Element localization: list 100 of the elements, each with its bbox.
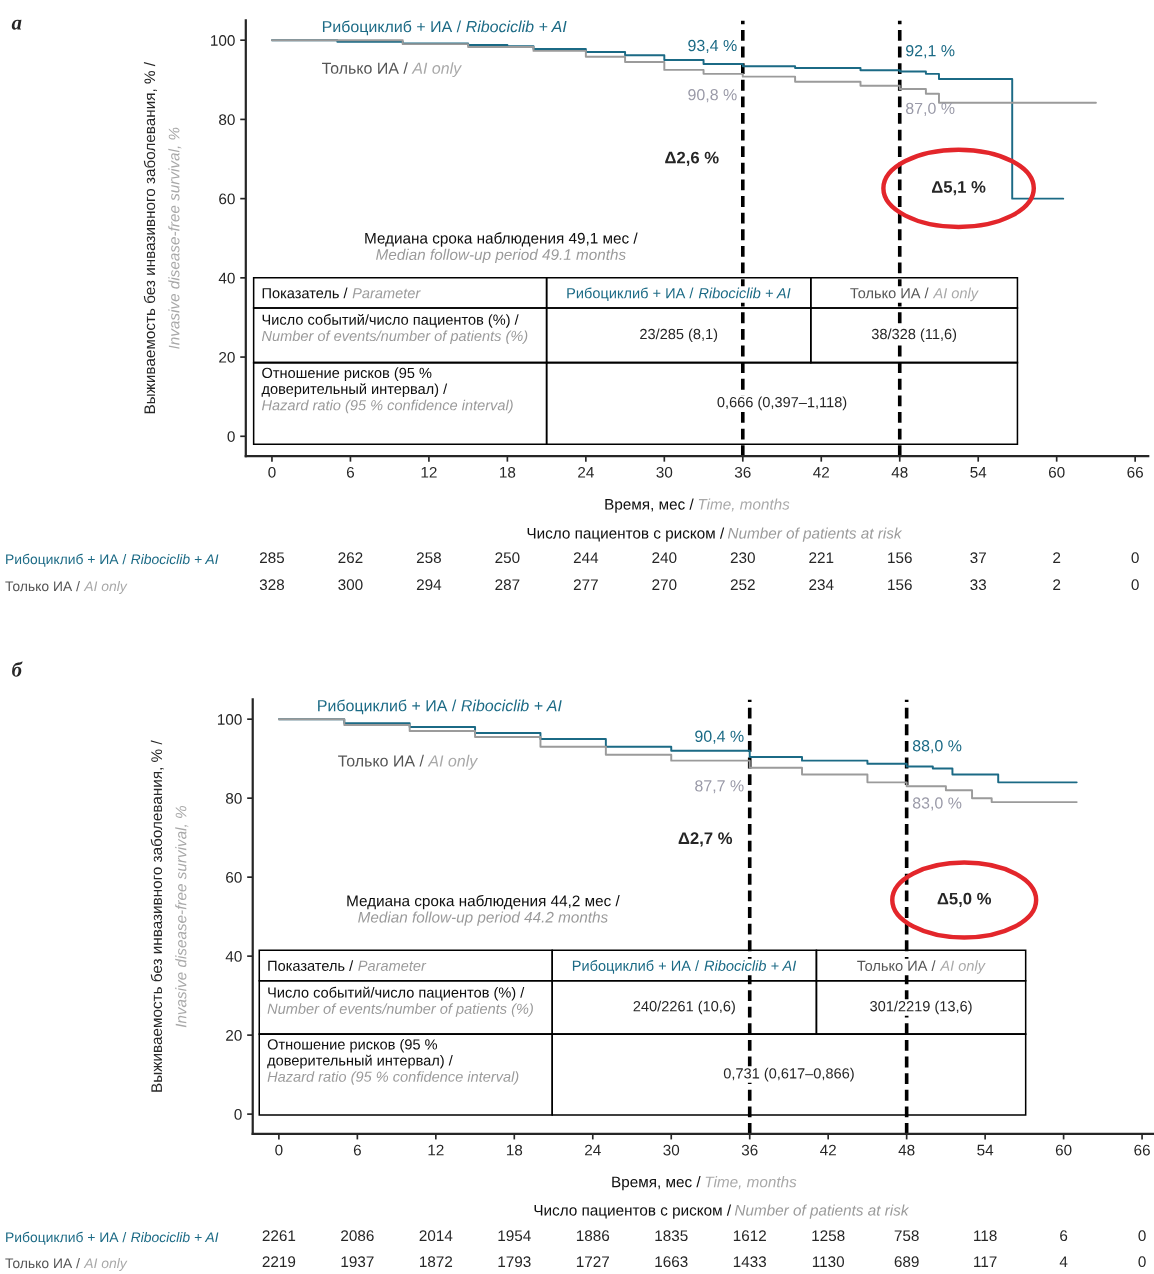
text: 33 xyxy=(970,579,987,591)
y-tick-label: 60 xyxy=(219,193,235,205)
text: а xyxy=(11,19,22,30)
text: Только ИА / AI only xyxy=(5,1257,128,1271)
annotation: Число событий/число пациентов (%) / Number of events/number of patients (%) xyxy=(261,313,528,344)
annotation: 23/285 (8,1) xyxy=(640,328,718,343)
annotation: 93,4 % xyxy=(688,39,737,54)
annotation: Рибоциклиб + ИА / Ribociclib + AI xyxy=(567,287,791,302)
text: 300 xyxy=(338,579,363,591)
text: 2 xyxy=(1053,579,1061,590)
text: 1663 xyxy=(655,1256,688,1268)
x-tick-label: 0 xyxy=(275,1144,283,1156)
text: 2219 xyxy=(262,1256,296,1268)
text: 1954 xyxy=(498,1230,531,1242)
y-tick-label: 80 xyxy=(219,114,235,126)
text: 262 xyxy=(338,552,363,564)
text: 1793 xyxy=(498,1256,531,1268)
x-tick-label: 36 xyxy=(741,1144,758,1156)
x-tick-label: 30 xyxy=(656,466,673,478)
text: 4 xyxy=(1059,1256,1068,1267)
series-label: Только ИА / AI only xyxy=(338,754,479,770)
x-tick-label: 30 xyxy=(663,1144,680,1156)
annotation: Δ2,6 % xyxy=(665,151,719,166)
x-tick-label: 36 xyxy=(734,466,751,478)
text: Число пациентов с риском / Number of patients at risk xyxy=(527,527,903,542)
y-tick-label: 80 xyxy=(225,793,242,804)
x-tick-label: 54 xyxy=(977,1144,994,1156)
annotation: Отношение рисков (95 % доверительный интервал) / Hazard ratio (95 % confidence interval) xyxy=(261,367,513,414)
text: 230 xyxy=(730,552,755,564)
annotation: Показатель / Parameter xyxy=(268,960,427,971)
x-tick-label: 0 xyxy=(268,466,276,478)
text: 1886 xyxy=(576,1230,610,1242)
y-tick-label: 40 xyxy=(218,272,235,284)
series-label: Только ИА / AI only xyxy=(322,62,462,78)
annotation: 0,666 (0,397–1,118) xyxy=(717,396,847,411)
x-tick-label: 42 xyxy=(820,1144,836,1156)
annotation: Число событий/число пациентов (%) / Number of events/number of patients (%) xyxy=(267,986,533,1017)
y-tick-label: 0 xyxy=(234,1108,242,1120)
text: 1130 xyxy=(812,1256,845,1268)
x-tick-label: 60 xyxy=(1055,1144,1072,1156)
text: 250 xyxy=(495,552,520,564)
annotation: Медиана срока наблюдения 44,2 мес / Median follow-up period 44.2 months xyxy=(347,894,620,926)
x-axis-title: Время, мес / Time, months xyxy=(612,1176,797,1191)
x-tick-label: 18 xyxy=(500,466,516,478)
y-tick-label: 20 xyxy=(219,351,235,363)
text: 118 xyxy=(974,1230,997,1242)
x-tick-label: 48 xyxy=(891,466,908,478)
annotation: Показатель / Parameter xyxy=(262,287,421,299)
y-tick-label: 20 xyxy=(226,1029,242,1041)
series-label: Рибоциклиб + ИА / Ribociclib + AI xyxy=(322,20,567,36)
x-tick-label: 12 xyxy=(428,1144,444,1156)
text: 758 xyxy=(894,1230,919,1242)
text: 294 xyxy=(416,579,442,591)
annotation: Δ5,1 % xyxy=(931,181,986,196)
annotation: 90,8 % xyxy=(688,89,737,103)
text: 1433 xyxy=(733,1256,767,1268)
x-tick-label: 54 xyxy=(970,467,987,478)
text: 37 xyxy=(970,552,986,564)
text: 0 xyxy=(1138,1230,1146,1242)
y-tick-label: 100 xyxy=(217,714,242,725)
text: Рибоциклиб + ИА / Ribociclib + AI xyxy=(6,553,219,567)
y-tick-label: 40 xyxy=(225,951,242,962)
annotation: 38/328 (11,6) xyxy=(871,328,957,343)
text: Только ИА / AI only xyxy=(5,580,128,594)
text: 156 xyxy=(888,579,912,591)
annotation: Отношение рисков (95 % доверительный интервал) / Hazard ratio (95 % confidence interval) xyxy=(267,1038,519,1085)
x-tick-label: 66 xyxy=(1134,1144,1150,1156)
annotation: Δ5,0 % xyxy=(937,892,992,907)
text: 270 xyxy=(652,579,677,591)
text: 1258 xyxy=(812,1230,845,1242)
x-tick-label: 48 xyxy=(898,1144,915,1156)
annotation: 87,7 % xyxy=(695,780,744,794)
text: 234 xyxy=(809,579,834,591)
text: 2261 xyxy=(262,1230,296,1242)
text: 689 xyxy=(894,1256,919,1268)
text: 2 xyxy=(1053,552,1061,563)
x-tick-label: 66 xyxy=(1127,466,1143,478)
annotation: 90,4 % xyxy=(695,730,744,744)
text: 258 xyxy=(416,552,441,564)
series-label: Рибоциклиб + ИА / Ribociclib + AI xyxy=(318,699,562,715)
x-tick-label: 24 xyxy=(578,466,594,478)
text: 244 xyxy=(573,552,599,563)
annotation: Δ2,7 % xyxy=(678,832,733,847)
annotation: Только ИА / AI only xyxy=(857,960,986,974)
annotation: 0,731 (0,617–0,866) xyxy=(723,1067,854,1082)
annotation: Только ИА / AI only xyxy=(850,287,979,302)
text: 240 xyxy=(652,552,677,564)
text: 287 xyxy=(495,579,520,591)
annotation: 92,1 % xyxy=(906,45,955,59)
x-tick-label: 42 xyxy=(813,466,829,478)
text: 221 xyxy=(809,552,834,563)
text: Рибоциклиб + ИА / Ribociclib + AI xyxy=(6,1231,219,1245)
text: б xyxy=(12,661,23,677)
y-tick-label: 60 xyxy=(226,872,242,883)
y-axis-title: Выживаемость без инвазивного заболевания, % / Invasive disease-free survival, % xyxy=(150,740,189,1092)
annotation: 301/2219 (13,6) xyxy=(870,1000,972,1015)
text: 0 xyxy=(1138,1256,1146,1268)
text: 285 xyxy=(259,552,285,564)
text: Число пациентов с риском / Number of patients at risk xyxy=(534,1204,910,1219)
annotation: Медиана срока наблюдения 49,1 мес / Median follow-up period 49.1 months xyxy=(365,232,638,264)
